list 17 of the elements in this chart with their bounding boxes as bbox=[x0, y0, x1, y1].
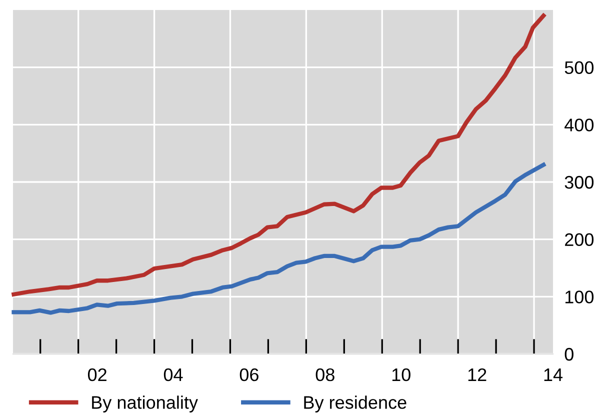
line-series bbox=[12, 162, 546, 315]
x-tick-label: 12 bbox=[468, 368, 486, 381]
x-tick-label: 06 bbox=[240, 368, 258, 382]
y-tick-label: 300 bbox=[564, 176, 594, 189]
y-tick-label: 0 bbox=[564, 348, 574, 361]
x-tick-label: 08 bbox=[316, 368, 334, 382]
x-tick-label: 14 bbox=[544, 368, 563, 381]
legend-label: By residence bbox=[304, 396, 406, 412]
x-tick-label: 10 bbox=[392, 368, 410, 382]
line-series bbox=[12, 14, 546, 296]
x-tick-label: 02 bbox=[88, 368, 106, 382]
y-tick-label: 400 bbox=[564, 118, 594, 132]
y-tick-label: 500 bbox=[564, 61, 594, 74]
y-tick-label: 100 bbox=[565, 290, 594, 304]
y-tick-label: 200 bbox=[565, 233, 594, 246]
x-tick-label: 04 bbox=[164, 368, 183, 382]
legend-label: By nationality bbox=[92, 396, 198, 412]
